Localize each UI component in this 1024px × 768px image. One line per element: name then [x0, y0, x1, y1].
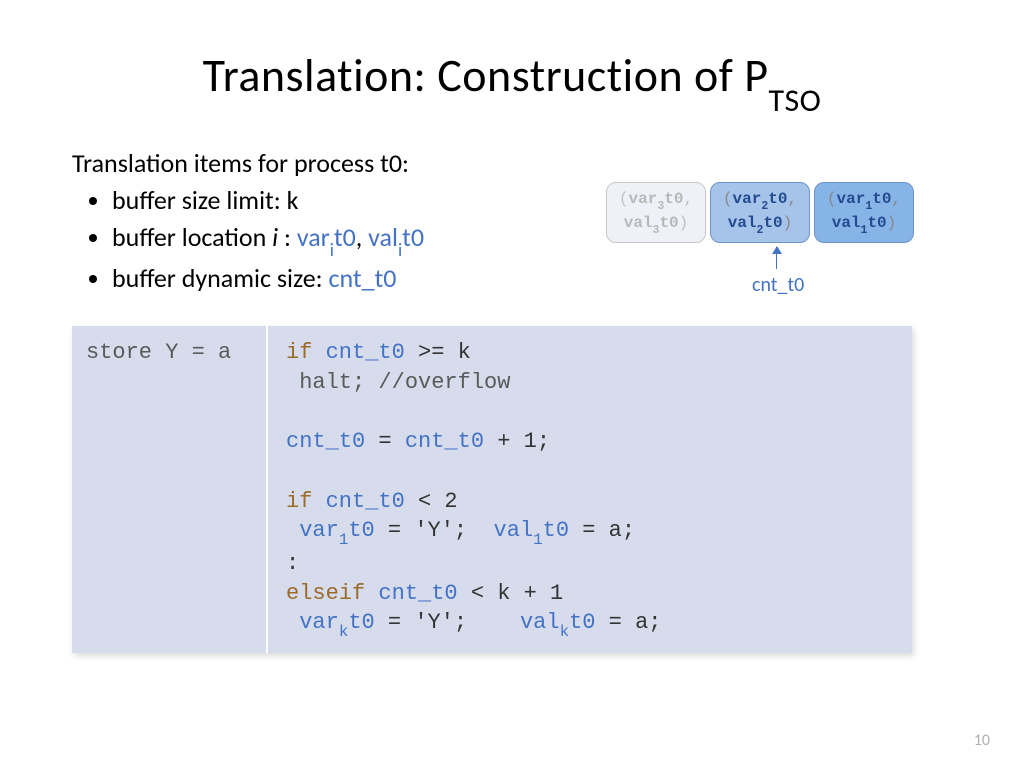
colon: :	[286, 551, 299, 576]
arrow-icon	[776, 247, 777, 269]
b2-comma: ,	[356, 221, 368, 253]
var1: var1t0	[299, 518, 375, 543]
aa2: = a;	[595, 610, 661, 635]
cnt-4: cnt_t0	[326, 489, 405, 514]
b2-val-post: t0	[402, 221, 424, 253]
val1-s: 1	[533, 531, 543, 549]
kw-if-1: if	[286, 340, 312, 365]
code-right: if cnt_t0 >= k halt; //overflow cnt_t0 =…	[268, 326, 912, 653]
b2-val: valit0	[368, 221, 424, 253]
c1-ls: 1	[861, 224, 868, 237]
b2-var-pre: var	[297, 221, 330, 253]
b2-mid: :	[278, 221, 297, 253]
buffer-cell-3: (var3t0, val3t0)	[606, 182, 706, 243]
val1-t: t0	[543, 518, 569, 543]
l1-tail: >= k	[405, 340, 471, 365]
c3-lp: t0	[659, 214, 678, 232]
c3-vp: t0	[664, 190, 683, 208]
valk-t: t0	[569, 610, 595, 635]
c2-val: val	[728, 214, 757, 232]
c2-var: var	[733, 190, 762, 208]
b2-var-sub: i	[330, 239, 334, 261]
buffer-cell-2: (var2t0, val2t0)	[710, 182, 810, 243]
vark: varkt0	[299, 610, 375, 635]
arrow-wrap: cnt_t0	[606, 247, 966, 297]
c2-vp: t0	[768, 190, 787, 208]
ay1: = 'Y';	[375, 518, 467, 543]
kw-if-2: if	[286, 489, 312, 514]
b2-var: varit0	[297, 221, 356, 253]
vark-p: var	[299, 610, 339, 635]
intro-text: Translation items for process t0:	[72, 146, 952, 181]
cnt-1: cnt_t0	[326, 340, 405, 365]
aa1: = a;	[569, 518, 635, 543]
l9-tail: < k + 1	[458, 581, 564, 606]
c2-vs: 2	[761, 200, 768, 213]
c3-vs: 3	[657, 200, 664, 213]
valk: valkt0	[520, 610, 596, 635]
buffer-cells: (var3t0, val3t0) (var2t0, val2t0) (var1t…	[606, 182, 966, 243]
slide-title: Translation: Construction of PTSO	[72, 48, 952, 110]
code-left: store Y = a	[72, 326, 268, 653]
val1: val1t0	[494, 518, 570, 543]
valk-s: k	[560, 623, 570, 641]
cnt-5: cnt_t0	[378, 581, 457, 606]
c3-var: var	[629, 190, 658, 208]
kw-elseif: elseif	[286, 581, 365, 606]
title-main: Translation: Construction of P	[203, 48, 769, 104]
c1-vs: 1	[865, 200, 872, 213]
c1-val: val	[832, 214, 861, 232]
ay2: = 'Y';	[375, 610, 467, 635]
vark-s: k	[339, 623, 349, 641]
b2-val-pre: val	[368, 221, 398, 253]
cnt-2: cnt_t0	[286, 429, 365, 454]
cnt-label: cnt_t0	[752, 273, 804, 297]
c3-val: val	[624, 214, 653, 232]
buffer-diagram: (var3t0, val3t0) (var2t0, val2t0) (var1t…	[606, 182, 966, 297]
var1-p: var	[299, 518, 339, 543]
b2-var-post: t0	[334, 221, 356, 253]
var1-t: t0	[348, 518, 374, 543]
c1-var: var	[837, 190, 866, 208]
c1-lp: t0	[867, 214, 886, 232]
valk-p: val	[520, 610, 560, 635]
c2-ls: 2	[757, 224, 764, 237]
b2-pre: buffer location	[112, 221, 272, 253]
c3-ls: 3	[653, 224, 660, 237]
c2-lp: t0	[763, 214, 782, 232]
l4-tail: + 1;	[484, 429, 550, 454]
code-block: store Y = a if cnt_t0 >= k halt; //overf…	[72, 326, 912, 653]
var1-s: 1	[339, 531, 349, 549]
c1-vp: t0	[872, 190, 891, 208]
buffer-cell-1: (var1t0, val1t0)	[814, 182, 914, 243]
page-number: 10	[974, 731, 990, 750]
vark-t: t0	[348, 610, 374, 635]
b2-val-sub: i	[398, 239, 402, 261]
val1-p: val	[494, 518, 534, 543]
title-subscript: TSO	[769, 81, 822, 120]
l6-tail: < 2	[405, 489, 458, 514]
l2: halt; //overflow	[286, 370, 510, 395]
cnt-3: cnt_t0	[405, 429, 484, 454]
slide: Translation: Construction of PTSO Transl…	[0, 0, 1024, 768]
b3-pre: buffer dynamic size:	[112, 262, 328, 294]
b3-var: cnt_t0	[328, 262, 396, 294]
